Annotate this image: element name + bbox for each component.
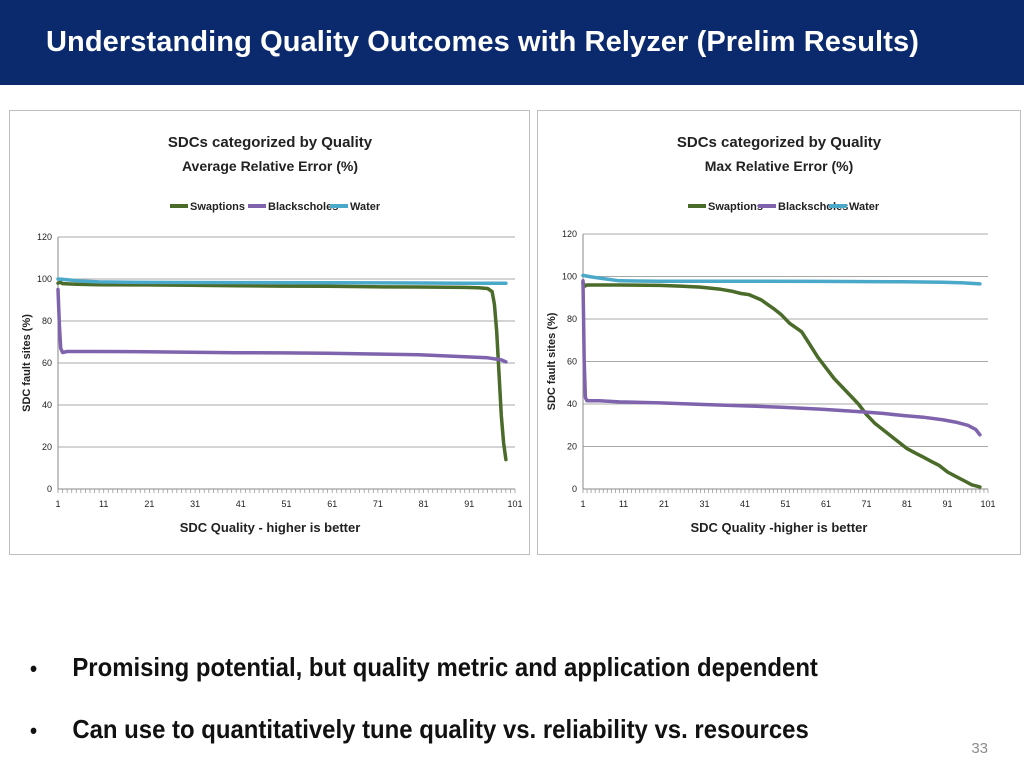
- legend-label: Water: [849, 201, 880, 213]
- x-tick-label: 41: [236, 499, 246, 509]
- legend-label: Swaptions: [190, 201, 245, 213]
- y-tick-label: 0: [47, 484, 52, 494]
- x-tick-label: 101: [507, 499, 522, 509]
- y-tick-label: 60: [567, 357, 577, 367]
- x-tick-label: 51: [780, 499, 790, 509]
- bullet-dot: •: [30, 718, 38, 743]
- chart-average-relative-error: SDCs categorized by Quality Average Relat…: [9, 110, 530, 555]
- y-tick-label: 100: [562, 272, 577, 282]
- y-tick-label: 0: [572, 484, 577, 494]
- chart-title: SDCs categorized by Quality: [168, 134, 373, 151]
- x-tick-label: 81: [419, 499, 429, 509]
- x-tick-label: 11: [619, 499, 628, 509]
- x-tick-label: 11: [99, 499, 108, 509]
- x-tick-label: 41: [740, 499, 750, 509]
- chart-1-svg: SDCs categorized by Quality Average Relat…: [21, 134, 523, 535]
- x-tick-label: 31: [190, 499, 200, 509]
- y-tick-label: 100: [37, 274, 52, 284]
- y-tick-label: 80: [567, 314, 577, 324]
- x-tick-label: 31: [699, 499, 709, 509]
- bullet-item: • Can use to quantitatively tune quality…: [30, 712, 895, 774]
- page-number: 33: [971, 740, 988, 757]
- x-tick-label: 21: [144, 499, 154, 509]
- y-tick-label: 40: [567, 399, 577, 409]
- series-line-water: [581, 273, 982, 286]
- chart-2-svg: SDCs categorized by Quality Max Relative …: [546, 134, 996, 535]
- series-line-blackscholes: [56, 287, 508, 364]
- legend-label: Water: [350, 201, 381, 213]
- series-line-water: [56, 277, 508, 285]
- x-tick-label: 91: [942, 499, 952, 509]
- chart-subtitle: Average Relative Error (%): [182, 158, 358, 174]
- x-minor-ticks: [582, 489, 989, 493]
- y-tick-label: 120: [37, 232, 52, 242]
- bullet-item: • Promising potential, but quality metri…: [30, 650, 895, 712]
- x-axis-label: SDC Quality -higher is better: [691, 520, 868, 535]
- chart-subtitle: Max Relative Error (%): [705, 158, 854, 174]
- bullet-text: Promising potential, but quality metric …: [72, 652, 818, 682]
- y-axis-label: SDC fault sites (%): [21, 314, 33, 412]
- chart-max-relative-error: SDCs categorized by Quality Max Relative …: [537, 110, 1021, 555]
- chart-legend: Swaptions Blackscholes Water: [688, 201, 880, 213]
- y-tick-label: 80: [42, 316, 52, 326]
- chart-title: SDCs categorized by Quality: [677, 134, 882, 151]
- series-line-blackscholes: [581, 279, 982, 437]
- x-tick-label: 61: [821, 499, 831, 509]
- x-axis-label: SDC Quality - higher is better: [180, 520, 361, 535]
- legend-label: Swaptions: [708, 201, 763, 213]
- x-tick-label: 51: [281, 499, 291, 509]
- slide-header: Understanding Quality Outcomes with Rely…: [0, 0, 1024, 85]
- series-line-swaptions: [581, 281, 982, 489]
- x-tick-label: 71: [861, 499, 871, 509]
- x-tick-label: 61: [327, 499, 337, 509]
- x-minor-ticks: [57, 489, 516, 493]
- slide-title: Understanding Quality Outcomes with Rely…: [46, 26, 919, 58]
- y-tick-label: 40: [42, 400, 52, 410]
- x-tick-label: 101: [980, 499, 995, 509]
- y-tick-label: 20: [42, 442, 52, 452]
- x-tick-label: 1: [580, 499, 585, 509]
- bullet-text: Can use to quantitatively tune quality v…: [72, 714, 809, 744]
- bullet-list: • Promising potential, but quality metri…: [30, 650, 970, 774]
- legend-label: Blackscholes: [268, 201, 338, 213]
- y-tick-label: 20: [567, 442, 577, 452]
- x-tick-label: 81: [902, 499, 912, 509]
- bullet-dot: •: [30, 656, 38, 681]
- y-axis-label: SDC fault sites (%): [546, 312, 558, 410]
- chart-legend: Swaptions Blackscholes Water: [170, 201, 381, 213]
- y-tick-label: 60: [42, 358, 52, 368]
- x-tick-label: 21: [659, 499, 669, 509]
- y-tick-label: 120: [562, 229, 577, 239]
- x-tick-label: 71: [373, 499, 383, 509]
- x-tick-label: 91: [464, 499, 474, 509]
- series-line-swaptions: [56, 280, 508, 462]
- x-tick-label: 1: [55, 499, 60, 509]
